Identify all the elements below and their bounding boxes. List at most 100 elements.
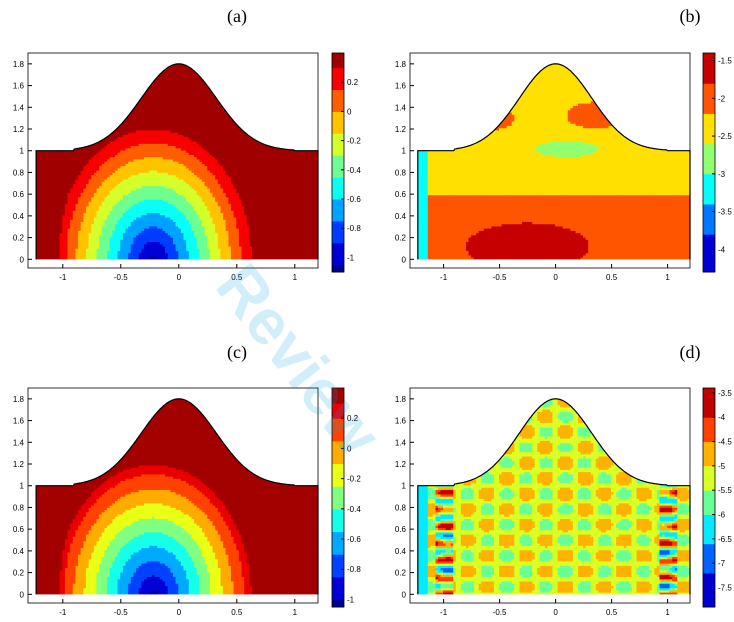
field-cell — [38, 152, 42, 156]
field-cell — [146, 196, 150, 200]
field-cell — [107, 199, 111, 202]
field-cell — [72, 214, 77, 218]
field-cell — [75, 187, 79, 191]
field-cell — [117, 87, 121, 91]
field-cell — [112, 219, 116, 222]
field-cell — [109, 179, 113, 182]
field-cell — [76, 58, 79, 61]
field-cell — [57, 58, 60, 61]
field-cell — [154, 187, 158, 191]
field-cell — [54, 241, 58, 245]
field-cell — [115, 158, 119, 162]
field-cell — [122, 250, 127, 254]
field-cell — [46, 245, 50, 249]
field-cell — [99, 114, 103, 118]
field-cell — [138, 78, 142, 82]
field-cell — [141, 208, 145, 211]
field-cell — [165, 243, 169, 247]
field-cell — [128, 76, 132, 80]
field-cell — [104, 203, 108, 207]
field-cell — [141, 230, 145, 234]
field-cell — [136, 161, 140, 164]
field-cell — [165, 221, 169, 225]
field-cell — [31, 210, 34, 213]
field-cell — [78, 141, 82, 144]
field-cell — [162, 161, 166, 164]
field-cell — [43, 134, 48, 138]
field-cell — [91, 61, 94, 64]
field-cell — [138, 118, 142, 122]
field-cell — [91, 129, 95, 133]
field-cell — [72, 179, 77, 182]
field-cell — [149, 201, 153, 205]
field-cell — [107, 212, 111, 216]
field-cell — [59, 149, 63, 153]
field-cell — [96, 69, 100, 73]
field-cell — [36, 129, 37, 133]
field-cell — [99, 208, 103, 211]
field-cell — [46, 129, 50, 133]
field-cell — [170, 105, 174, 109]
field-cell — [93, 205, 98, 209]
field-cell — [62, 203, 66, 207]
field-cell — [38, 174, 42, 178]
field-cell — [96, 208, 100, 211]
field-cell — [54, 91, 58, 95]
field-cell — [104, 152, 108, 156]
field-cell — [38, 199, 42, 202]
field-cell — [96, 127, 100, 131]
field-cell — [120, 63, 124, 66]
field-cell — [125, 212, 129, 216]
field-cell — [152, 58, 155, 61]
field-cell — [57, 237, 61, 240]
field-cell — [46, 170, 50, 173]
field-cell — [83, 252, 87, 256]
field-cell — [101, 123, 106, 127]
field-cell — [54, 234, 58, 238]
field-cell — [46, 203, 50, 207]
field-cell — [36, 158, 40, 162]
field-cell — [128, 174, 132, 178]
field-cell — [62, 248, 66, 252]
field-cell — [120, 181, 124, 185]
field-cell — [43, 225, 48, 229]
field-cell — [128, 147, 132, 151]
field-cell — [38, 232, 42, 236]
field-cell — [38, 127, 42, 131]
field-cell — [54, 181, 58, 185]
field-cell — [104, 225, 108, 229]
field-cell — [130, 114, 135, 118]
field-cell — [133, 78, 137, 82]
field-cell — [49, 78, 53, 82]
field-cell — [149, 61, 152, 64]
field-cell — [72, 120, 77, 124]
field-cell — [38, 257, 42, 260]
field-cell — [107, 225, 111, 229]
field-cell — [122, 100, 127, 104]
field-cell — [38, 205, 42, 209]
field-cell — [117, 183, 121, 187]
field-cell — [75, 190, 79, 193]
field-cell — [64, 192, 69, 196]
field-cell — [59, 183, 63, 187]
field-cell — [88, 76, 92, 80]
field-cell — [125, 69, 129, 73]
field-cell — [104, 156, 108, 160]
field-cell — [38, 118, 42, 122]
field-cell — [144, 210, 148, 214]
field-cell — [78, 107, 82, 111]
field-cell — [51, 230, 55, 234]
field-cell — [138, 250, 142, 254]
field-cell — [96, 225, 100, 229]
field-cell — [59, 129, 63, 133]
field-cell — [128, 181, 132, 185]
field-cell — [67, 205, 71, 209]
field-cell — [104, 147, 108, 151]
field-cell — [70, 89, 74, 93]
field-cell — [67, 196, 71, 200]
field-cell — [43, 156, 48, 160]
field-cell — [141, 234, 145, 238]
field-cell — [75, 210, 79, 214]
field-cell — [162, 65, 166, 68]
